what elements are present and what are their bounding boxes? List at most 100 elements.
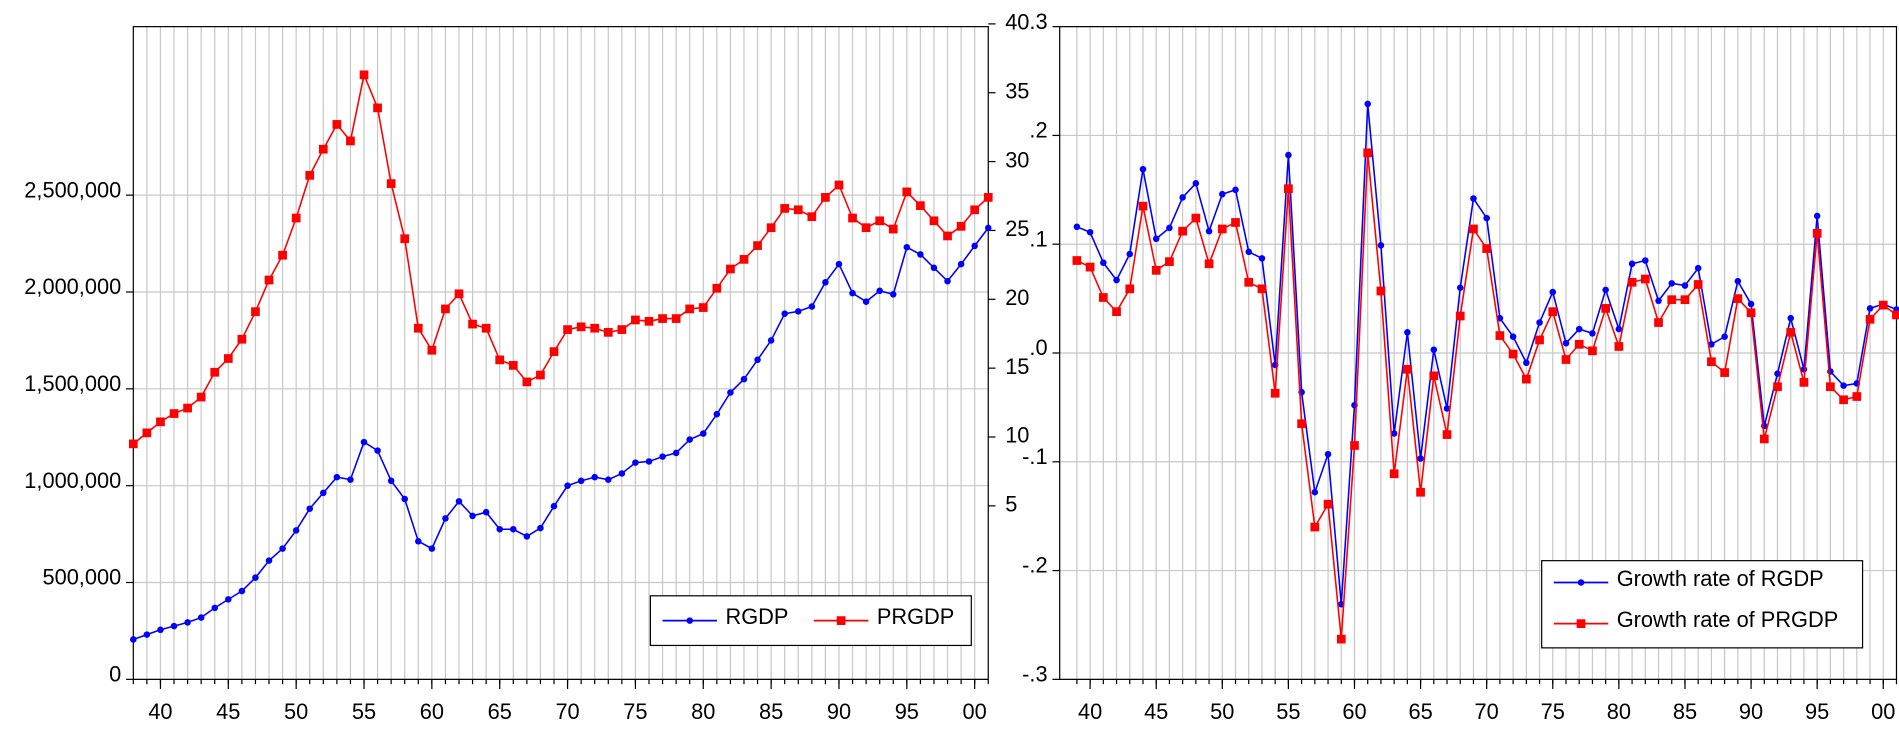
marker	[1125, 284, 1135, 294]
marker	[196, 392, 206, 402]
marker	[1667, 295, 1677, 305]
legend-label: Growth rate of PRGDP	[1617, 607, 1839, 632]
y-tick-label: -.1	[1022, 444, 1047, 469]
marker	[1232, 186, 1239, 194]
marker	[170, 622, 178, 630]
marker	[522, 377, 532, 387]
marker	[930, 264, 938, 272]
marker	[1589, 330, 1596, 337]
marker	[1878, 300, 1888, 310]
x-tick-label: 45	[216, 699, 240, 724]
marker	[753, 241, 762, 250]
marker	[983, 193, 993, 202]
marker	[481, 323, 491, 333]
y-tick-label: 500,000	[42, 565, 121, 590]
marker	[1759, 434, 1769, 444]
marker	[1655, 297, 1662, 305]
legend-box	[1541, 560, 1864, 649]
marker	[1257, 284, 1267, 294]
marker	[1417, 455, 1424, 462]
marker	[1284, 184, 1293, 194]
marker	[861, 223, 871, 233]
marker	[685, 304, 695, 314]
marker	[740, 375, 748, 383]
marker	[1839, 395, 1848, 405]
marker	[754, 356, 761, 364]
x-tick-label: 55	[1276, 699, 1300, 724]
marker	[413, 323, 423, 333]
marker	[1072, 256, 1082, 265]
x-tick-label: 70	[555, 699, 579, 724]
marker	[442, 515, 449, 522]
marker	[781, 310, 788, 317]
marker	[645, 458, 653, 465]
y-tick-label: 1,500,000	[24, 371, 121, 396]
marker	[252, 574, 259, 581]
marker	[237, 334, 247, 344]
x-tick-label: 55	[352, 699, 376, 724]
y-tick-label: .1	[1029, 226, 1047, 251]
y-tick-label: 1,000,000	[24, 468, 121, 493]
y2-tick-label: 5	[1005, 492, 1017, 517]
marker	[605, 476, 612, 483]
marker	[1774, 370, 1781, 377]
y-tick-label: 2,500,000	[24, 177, 121, 202]
marker	[956, 221, 966, 231]
legend-label: RGDP	[725, 604, 788, 629]
marker	[1509, 333, 1517, 340]
marker	[631, 315, 640, 325]
marker	[984, 224, 992, 232]
marker	[1231, 218, 1240, 227]
marker	[537, 524, 544, 532]
y2-tick-label: 40	[1005, 10, 1029, 35]
marker	[495, 355, 505, 365]
marker	[889, 291, 897, 298]
marker	[1562, 339, 1570, 347]
marker	[1654, 318, 1663, 327]
marker	[1191, 213, 1201, 223]
marker	[1495, 331, 1505, 340]
marker	[1151, 265, 1161, 275]
marker	[306, 505, 313, 512]
marker	[848, 213, 857, 223]
marker	[917, 251, 924, 258]
x-tick-label: 80	[691, 699, 715, 724]
marker	[1323, 499, 1333, 509]
marker	[590, 323, 600, 333]
marker	[1694, 264, 1702, 272]
marker	[1548, 307, 1558, 317]
y2-tick-label: 10	[1005, 423, 1029, 448]
marker	[957, 260, 965, 268]
marker	[347, 476, 354, 483]
y-tick-label: -.3	[1022, 661, 1047, 686]
marker	[834, 180, 844, 190]
x-tick-label: 85	[1673, 699, 1697, 724]
marker	[1376, 286, 1386, 296]
marker	[713, 410, 721, 418]
marker	[780, 204, 790, 213]
marker	[727, 389, 734, 396]
marker	[1866, 305, 1874, 312]
marker	[1455, 311, 1465, 321]
marker	[1812, 228, 1822, 238]
marker	[210, 367, 220, 377]
marker	[156, 417, 165, 427]
marker	[1324, 450, 1332, 458]
marker	[278, 250, 287, 260]
marker	[401, 495, 408, 503]
marker	[1217, 224, 1227, 234]
marker	[1085, 262, 1095, 272]
marker	[671, 314, 681, 323]
marker	[739, 254, 749, 264]
marker	[549, 347, 559, 356]
marker	[970, 205, 980, 215]
marker	[1363, 148, 1373, 158]
marker	[1112, 307, 1121, 317]
marker	[1549, 288, 1557, 296]
marker	[808, 303, 816, 310]
marker	[1708, 341, 1715, 348]
marker	[793, 205, 803, 215]
marker	[1734, 277, 1742, 285]
marker	[265, 557, 273, 564]
